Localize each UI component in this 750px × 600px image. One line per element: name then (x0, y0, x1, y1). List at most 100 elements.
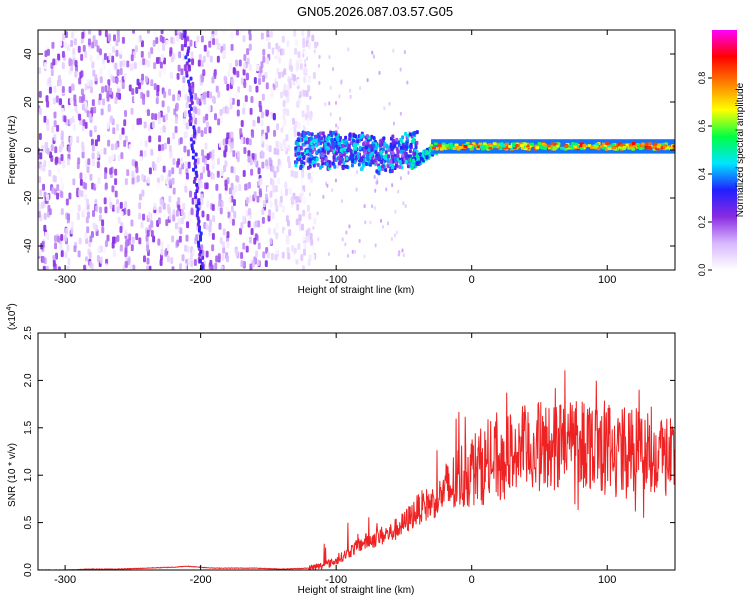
heat-cell-noise (113, 34, 117, 42)
heat-cell-noise (91, 61, 95, 69)
heat-cell-noise (171, 177, 175, 185)
heat-cell-faint (322, 194, 325, 199)
heat-cell-noise (78, 189, 82, 197)
heat-cell-noise (158, 206, 162, 214)
heat-cell-noise (180, 33, 184, 41)
heat-cell-band (324, 136, 328, 141)
heat-cell-noise (196, 117, 200, 125)
heat-cell-band (317, 138, 321, 143)
snr-xlabel: Height of straight line (km) (298, 585, 415, 596)
heat-cell-noise (297, 51, 301, 59)
heat-cell-faint (332, 66, 335, 71)
heat-cell-noise (135, 233, 139, 241)
heat-cell-noise (147, 51, 151, 59)
heat-cell-noise (282, 187, 286, 195)
heat-cell-noise (205, 223, 209, 231)
heat-cell-band (379, 150, 383, 155)
heat-cell-noise (138, 212, 142, 220)
heat-cell-noise (179, 263, 183, 270)
heat-cell-band (295, 160, 299, 165)
heat-cell-noise (80, 88, 84, 96)
heat-cell-band (379, 143, 383, 148)
heat-cell-noise (295, 64, 299, 72)
heat-cell-noise (216, 55, 220, 63)
heat-cell-noise (303, 76, 307, 84)
heat-cell-band (332, 130, 336, 135)
heat-cell-noise (184, 185, 188, 193)
heat-cell-noise (166, 244, 170, 252)
heat-cell-band (391, 134, 395, 139)
heat-cell-noise (99, 76, 103, 84)
snr-xtick-label: -100 (325, 574, 347, 586)
heat-cell-noise (128, 144, 132, 152)
heat-cell-noise (258, 42, 262, 50)
heat-cell-noise (130, 54, 134, 62)
heat-cell-streak (191, 149, 195, 154)
heat-cell-noise (147, 60, 151, 68)
heat-cell-noise (182, 202, 186, 210)
heat-cell-noise (162, 67, 166, 75)
heat-cell-noise (63, 234, 67, 242)
heat-cell-signal (468, 145, 473, 149)
heat-cell-signal (448, 146, 453, 150)
heat-cell-noise (168, 145, 172, 153)
heat-cell-faint (399, 67, 402, 72)
heat-cell-band (309, 136, 313, 141)
heat-cell-noise (291, 117, 295, 125)
heat-cell-noise (157, 111, 161, 119)
heat-cell-streak (183, 43, 187, 48)
heat-cell-noise (201, 149, 205, 157)
heat-cell-noise (246, 48, 250, 56)
heat-cell-noise (67, 44, 71, 52)
heat-cell-noise (130, 107, 134, 115)
heat-cell-noise (177, 94, 181, 102)
heat-cell-noise (206, 121, 210, 129)
heat-cell-faint (383, 106, 386, 111)
heat-cell-signal (542, 147, 547, 151)
heat-cell-noise (112, 46, 116, 54)
heat-cell-noise (206, 213, 210, 221)
heat-cell-signal (519, 144, 524, 148)
heat-cell-noise (189, 190, 193, 198)
heat-cell-noise (109, 167, 113, 175)
heat-cell-noise (211, 233, 215, 241)
heat-cell-noise (101, 86, 105, 94)
heat-cell-noise (289, 87, 293, 95)
heat-cell-noise (217, 157, 221, 165)
heat-cell-noise (143, 255, 147, 263)
heat-cell-noise (243, 62, 247, 70)
heat-cell-faint (317, 63, 320, 68)
heat-cell-faint (358, 239, 361, 244)
heat-cell-band (316, 162, 320, 167)
heat-cell-noise (269, 237, 273, 245)
heat-cell-band (374, 145, 378, 150)
heat-cell-streak (194, 158, 198, 163)
heat-cell-noise (298, 57, 302, 65)
heat-cell-noise (107, 139, 111, 147)
heat-cell-noise (139, 99, 143, 107)
heat-cell-noise (55, 252, 59, 260)
heat-cell-noise (91, 152, 95, 160)
heat-cell-streak (188, 85, 192, 90)
heat-cell-noise (197, 108, 201, 116)
heat-cell-faint (406, 80, 409, 85)
heat-cell-noise (56, 184, 60, 192)
heat-cell-noise (111, 185, 115, 193)
heat-cell-noise (213, 113, 217, 121)
heat-cell-noise (302, 209, 306, 217)
heat-cell-noise (219, 207, 223, 215)
heat-cell-noise (205, 182, 209, 190)
heat-cell-noise (276, 148, 280, 156)
heat-cell-noise (288, 161, 292, 169)
heat-cell-noise (69, 117, 73, 125)
heat-cell-signal (663, 144, 668, 148)
heat-cell-noise (268, 157, 272, 165)
heat-cell-faint (398, 252, 401, 257)
heat-cell-noise (251, 153, 255, 161)
heat-cell-noise (50, 69, 54, 77)
heat-cell-noise (215, 183, 219, 191)
heat-cell-noise (87, 38, 91, 46)
heat-cell-streak (188, 88, 192, 93)
heat-cell-noise (43, 160, 47, 168)
heat-cell-band (413, 151, 417, 156)
